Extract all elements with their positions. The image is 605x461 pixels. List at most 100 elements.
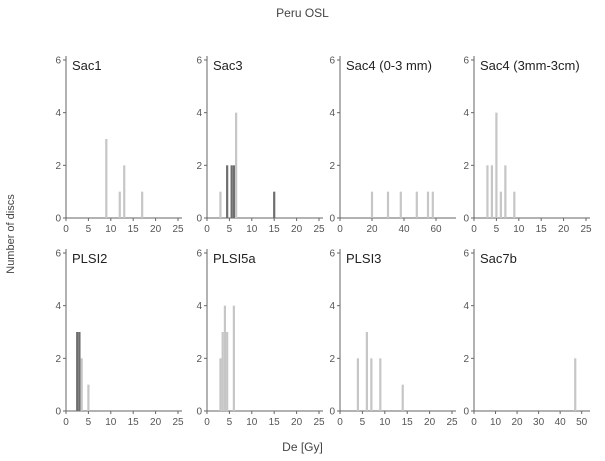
y-tick-label: 2 (196, 161, 202, 172)
histogram-bar (273, 191, 276, 218)
y-tick-label: 2 (196, 354, 202, 365)
x-tick-label: 25 (313, 417, 325, 428)
chart-panel-6: 0 2 4 6 0 5 10 15 20 25 PLSI5a (196, 249, 325, 429)
histogram-bar (141, 191, 144, 218)
x-tick-label: 5 (227, 417, 233, 428)
histogram-bar (230, 165, 233, 218)
y-tick-label: 6 (463, 249, 469, 260)
panel-title: PLSI3 (346, 251, 381, 266)
y-tick-label: 6 (196, 249, 202, 260)
histogram-bar (123, 165, 126, 218)
histogram-bar (235, 112, 238, 218)
histogram-bar (365, 332, 368, 411)
y-tick-label: 2 (55, 354, 61, 365)
histogram-bar (399, 191, 402, 218)
histogram-bar (78, 332, 81, 411)
x-tick-label: 15 (269, 417, 281, 428)
x-tick-label: 10 (490, 417, 502, 428)
page-title: Peru OSL (276, 6, 329, 20)
histogram-bar (401, 384, 404, 411)
x-tick-label: 5 (227, 224, 233, 235)
x-tick-label: 25 (172, 417, 184, 428)
y-tick-label: 0 (329, 407, 335, 418)
y-tick-label: 2 (329, 161, 335, 172)
y-tick-label: 4 (196, 108, 202, 119)
histogram-bar (105, 139, 108, 218)
x-tick-label: 0 (337, 417, 343, 428)
x-tick-label: 20 (366, 224, 378, 235)
x-tick-label: 60 (430, 224, 442, 235)
histogram-bar (232, 305, 235, 411)
y-tick-label: 4 (196, 301, 202, 312)
y-tick-label: 0 (196, 214, 202, 225)
x-tick-label: 25 (580, 224, 592, 235)
x-tick-label: 20 (291, 224, 303, 235)
y-tick-label: 2 (55, 161, 61, 172)
y-tick-label: 0 (55, 214, 61, 225)
histogram-bar (356, 358, 360, 411)
x-tick-label: 15 (128, 224, 140, 235)
histogram-bar (87, 384, 90, 411)
chart-panel-5: 0 2 4 6 0 5 10 15 20 25 PLSI2 (55, 249, 184, 429)
chart-panel-2: 0 2 4 6 0 5 10 15 20 25 Sac3 (196, 56, 325, 236)
histogram-bar (226, 332, 229, 411)
y-tick-label: 6 (329, 56, 335, 67)
y-tick-label: 0 (463, 214, 469, 225)
y-tick-label: 0 (196, 407, 202, 418)
panel-title: PLSI2 (72, 251, 107, 266)
x-tick-label: 5 (494, 224, 500, 235)
panel-title: PLSI5a (213, 251, 256, 266)
x-tick-label: 25 (446, 417, 458, 428)
x-tick-label: 5 (360, 417, 366, 428)
x-tick-label: 15 (402, 417, 414, 428)
panel-title: Sac1 (72, 58, 102, 73)
x-axis-label: De [Gy] (282, 440, 323, 454)
y-tick-label: 6 (329, 249, 335, 260)
y-tick-label: 0 (463, 407, 469, 418)
x-tick-label: 0 (471, 224, 477, 235)
histogram-bar (499, 191, 502, 218)
histogram-bar (76, 332, 79, 411)
histogram-bar (415, 191, 418, 218)
x-tick-label: 10 (105, 224, 117, 235)
x-tick-label: 10 (105, 417, 117, 428)
x-tick-label: 15 (269, 224, 281, 235)
x-tick-label: 15 (536, 224, 548, 235)
x-tick-label: 40 (555, 417, 567, 428)
histogram-bar (80, 358, 83, 411)
histogram-bar (379, 358, 382, 411)
x-tick-label: 20 (291, 417, 303, 428)
x-tick-label: 25 (313, 224, 325, 235)
histogram-bar (232, 165, 235, 218)
x-tick-label: 5 (86, 417, 92, 428)
y-tick-label: 2 (329, 354, 335, 365)
x-tick-label: 20 (512, 417, 524, 428)
y-tick-label: 4 (55, 108, 61, 119)
chart-panel-7: 0 2 4 6 0 5 10 15 20 25 PLSI3 (329, 249, 458, 429)
x-tick-label: 20 (558, 224, 570, 235)
histogram-bar (219, 191, 222, 218)
histogram-bar (370, 358, 373, 411)
x-tick-label: 20 (424, 417, 436, 428)
histogram-bar (495, 112, 498, 218)
x-tick-label: 40 (398, 224, 410, 235)
panel-title: Sac4 (3mm-3cm) (480, 58, 580, 73)
histogram-bar (386, 191, 390, 218)
x-tick-label: 5 (86, 224, 92, 235)
histogram-bar (426, 191, 430, 218)
y-tick-label: 4 (463, 301, 469, 312)
histogram-bar (118, 191, 121, 218)
y-tick-label: 6 (196, 56, 202, 67)
y-tick-label: 0 (55, 407, 61, 418)
histogram-bar (370, 191, 374, 218)
x-tick-label: 0 (63, 417, 69, 428)
x-tick-label: 0 (63, 224, 69, 235)
y-tick-label: 4 (55, 301, 61, 312)
x-tick-label: 15 (128, 417, 140, 428)
histogram-bar (221, 332, 224, 411)
panel-title: Sac3 (213, 58, 243, 73)
histogram-bar (513, 191, 516, 218)
x-tick-label: 30 (533, 417, 545, 428)
histogram-bar (490, 165, 494, 218)
